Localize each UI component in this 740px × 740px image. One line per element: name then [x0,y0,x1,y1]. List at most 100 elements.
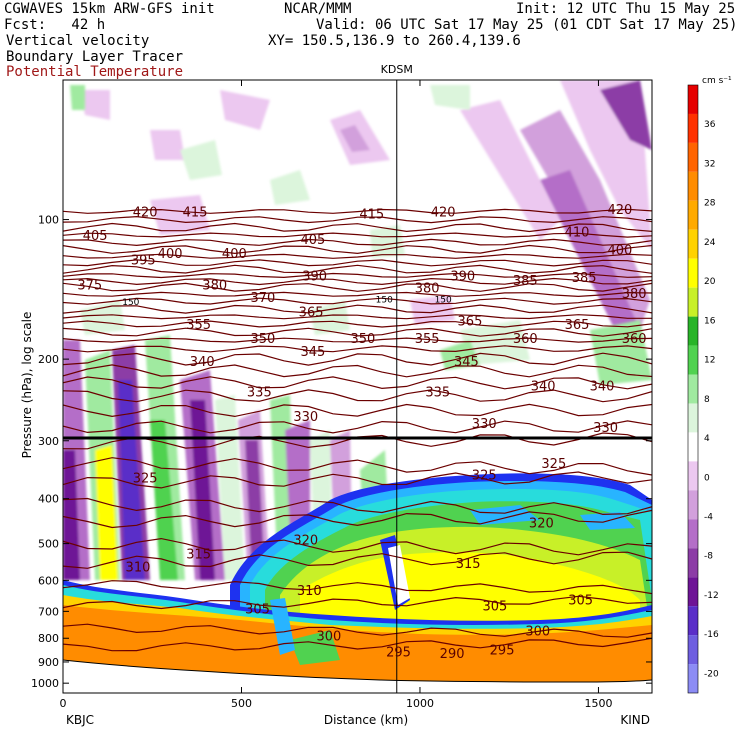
colorbar-tick-label: 32 [704,159,715,169]
theta-label: 415 [183,205,208,220]
theta-label: 395 [131,254,156,269]
station-left-label: KBJC [66,713,94,727]
terrain [63,660,652,693]
theta-label: 340 [531,380,556,395]
x-tick-label: 1500 [584,697,612,710]
theta-label: 385 [513,274,538,289]
theta-label: 380 [622,287,647,302]
colorbar-tick-label: 0 [704,473,710,483]
colorbar-swatch [688,287,698,317]
theta-label: 325 [541,457,566,472]
theta-label: 380 [415,281,440,296]
theta-label: 300 [317,630,342,645]
header-field-potential-temperature: Potential Temperature [6,64,184,80]
theta-label: 315 [456,557,481,572]
colorbar-swatch [688,461,698,491]
colorbar-swatch [688,258,698,288]
colorbar-swatch [688,85,698,114]
station-right-label: KIND [620,713,650,727]
theta-label: 300 [525,625,550,640]
theta-label: 335 [425,386,450,401]
theta-label: 350 [350,332,375,347]
theta-contour [63,238,652,247]
colorbar: -20 -16 -12 -8 -4 0 4 8 12 16 20 24 28 32 36 [687,84,719,694]
y-tick-label: 500 [38,538,59,551]
colorbar-swatch [688,171,698,201]
y-tick-label: 100 [38,214,59,227]
x-axis-label: Distance (km) [324,713,408,727]
colorbar-swatch [688,316,698,346]
theta-label: 290 [440,647,465,662]
theta-label: 350 [250,332,275,347]
colorbar-tick-label: -12 [704,591,719,601]
theta-label: 420 [607,203,632,218]
theta-contour [63,509,652,529]
colorbar-tick-label: 8 [704,395,710,405]
theta-label: 365 [565,318,590,333]
theta-label: 330 [293,410,318,425]
theta-contour [63,389,652,403]
header-init-time: Init: 12 UTC Thu 15 May 25 [516,1,736,17]
colorbar-swatch [688,229,698,259]
colorbar-tick-label: 36 [704,120,716,130]
vertical-velocity-upper-streaks [80,80,652,340]
theta-label: 325 [133,471,158,486]
colorbar-swatch [688,200,698,230]
x-tick-label: 0 [60,697,67,710]
tracer-label: 150 [376,295,393,305]
colorbar-tick-label: -20 [704,669,719,679]
theta-contour [63,420,652,434]
colorbar-swatch [688,374,698,404]
header-valid-time: Valid: 06 UTC Sat 17 May 25 (01 CDT Sat … [316,17,738,33]
tracer-labels: 150 150 150 [122,295,452,308]
y-tick-label: 1000 [31,677,59,690]
colorbar-swatch [688,432,698,462]
theta-contour [63,327,652,337]
colorbar-tick-label: 12 [704,356,715,366]
plot-frame [62,79,653,694]
colorbar-tick-label: -4 [704,512,713,522]
colorbar-tick-label: 16 [704,316,716,326]
y-tick-label: 900 [38,656,59,669]
theta-contour [63,232,652,238]
theta-label: 320 [529,516,554,531]
theta-contour [63,264,652,274]
colorbar-tick-label: 4 [704,434,710,444]
theta-label: 305 [483,600,508,615]
theta-contour [63,259,652,267]
theta-contour [63,551,652,569]
theta-contour [63,623,652,638]
theta-label: 360 [622,332,647,347]
y-tick-label: 300 [38,435,59,448]
theta-contour [63,345,652,353]
theta-label: 345 [300,345,325,360]
theta-label: 310 [297,584,322,599]
colorbar-tick-label: -8 [704,552,713,562]
colorbar-swatch [688,345,698,375]
theta-label: 355 [415,332,440,347]
tracer-label: 150 [435,295,452,305]
colorbar-swatch [688,490,698,520]
colorbar-swatch [688,142,698,172]
colorbar-swatch [688,635,698,665]
theta-label: 405 [83,229,108,244]
colorbar-swatch [688,548,698,578]
theta-contour [63,297,652,305]
theta-contour [63,314,652,320]
theta-contour [63,595,652,610]
theta-contour [63,497,652,516]
theta-contour [63,320,652,328]
x-axis-ticks: 0 500 1000 1500 [60,80,612,710]
theta-label: 295 [490,643,515,658]
theta-contour [63,282,652,292]
theta-label: 320 [293,534,318,549]
theta-label: 340 [590,380,615,395]
theta-contour [63,222,652,233]
header-forecast-hour: Fcst: 42 h [4,17,106,33]
theta-label: 400 [158,247,183,262]
colorbar-swatch [688,577,698,607]
colorbar-tick-label: 20 [704,277,716,287]
theta-contour [63,304,652,314]
y-axis-label: Pressure (hPa), log scale [20,312,34,459]
station-mid-label: KDSM [381,63,413,76]
